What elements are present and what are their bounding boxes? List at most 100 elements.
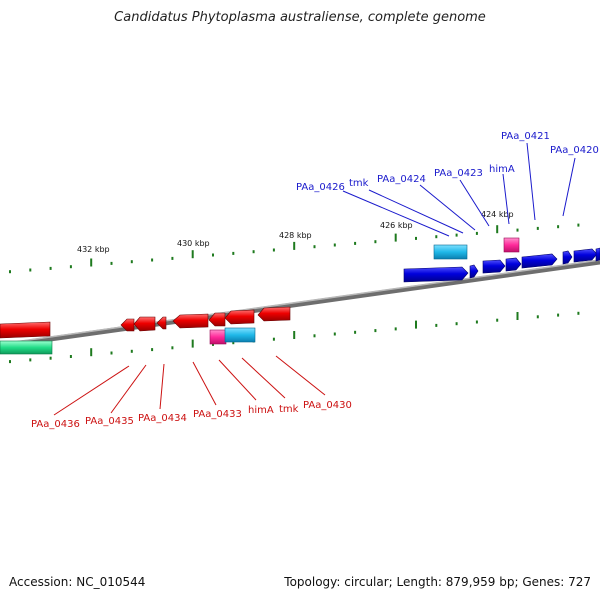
forward-gene-4[interactable] — [505, 257, 522, 272]
minor-tick — [415, 236, 417, 240]
minor-tick — [333, 243, 336, 247]
minor-tick — [313, 334, 316, 338]
gene-label-paa-0423[interactable]: PAa_0423 — [434, 168, 483, 179]
leader-line — [368, 189, 464, 234]
minor-tick — [232, 251, 235, 255]
gene-label-paa-0435[interactable]: PAa_0435 — [85, 416, 134, 427]
forward-strand-genes — [403, 247, 600, 283]
reverse-gene-7[interactable] — [224, 309, 255, 325]
forward-gene-1[interactable] — [403, 266, 469, 283]
minor-tick — [557, 225, 560, 229]
gene-label-paa-0434[interactable]: PAa_0434 — [138, 413, 187, 424]
reverse-gene-5[interactable] — [172, 313, 209, 329]
gene-label-paa-0424[interactable]: PAa_0424 — [377, 174, 426, 185]
minor-tick — [110, 261, 113, 265]
scale-label-426-kbp: 426 kbp — [380, 221, 413, 230]
minor-tick — [49, 266, 52, 270]
major-tick — [90, 258, 93, 267]
gene-label-paa-0433[interactable]: PAa_0433 — [193, 409, 242, 420]
leader-line — [218, 359, 257, 401]
reverse-cyan-feature[interactable] — [224, 327, 256, 343]
minor-tick — [232, 341, 235, 345]
major-tick — [496, 225, 499, 234]
reverse-gene-2[interactable] — [120, 318, 135, 332]
major-tick — [394, 233, 397, 242]
leader-line — [241, 357, 286, 399]
minor-tick — [49, 356, 52, 360]
minor-tick — [333, 332, 336, 336]
forward-gene-5[interactable] — [521, 253, 558, 269]
minor-tick — [130, 349, 133, 353]
gene-label-paa-0421[interactable]: PAa_0421 — [501, 131, 550, 142]
gene-label-paa-0430[interactable]: PAa_0430 — [303, 400, 352, 411]
minor-tick — [151, 258, 154, 262]
minor-tick — [171, 256, 174, 260]
leader-line — [342, 190, 450, 237]
forward-cyan-feature[interactable] — [433, 244, 468, 260]
minor-tick — [374, 329, 377, 333]
minor-tick — [9, 270, 11, 274]
forward-gene-6[interactable] — [562, 250, 573, 265]
genome-stats-text: Topology: circular; Length: 879,959 bp; … — [284, 575, 591, 589]
minor-tick — [577, 311, 580, 315]
leader-line — [159, 363, 165, 410]
minor-tick — [475, 231, 478, 235]
minor-tick — [171, 346, 174, 350]
scale-label-424-kbp: 424 kbp — [481, 210, 514, 219]
minor-tick — [252, 250, 255, 254]
leader-line — [53, 365, 130, 416]
reverse-green-feature[interactable] — [0, 340, 53, 355]
forward-gene-8[interactable] — [595, 247, 600, 262]
forward-magenta-feature[interactable] — [503, 237, 520, 253]
reverse-gene-1[interactable] — [0, 321, 51, 339]
gene-label-hima-reverse[interactable]: himA — [248, 405, 274, 416]
minor-tick — [110, 351, 113, 355]
leader-line — [275, 355, 326, 396]
reverse-strand-genes — [0, 306, 291, 339]
scale-label-430-kbp: 430 kbp — [177, 239, 210, 248]
leader-line — [459, 179, 490, 227]
major-tick — [293, 331, 296, 339]
minor-tick — [516, 228, 519, 232]
reverse-magenta-feature[interactable] — [209, 329, 227, 345]
minor-tick — [69, 265, 72, 269]
minor-tick — [313, 245, 316, 249]
minor-tick — [29, 358, 32, 362]
minor-tick — [455, 233, 458, 237]
gene-label-paa-0426[interactable]: PAa_0426 — [296, 182, 345, 193]
minor-tick — [475, 320, 478, 324]
minor-tick — [455, 322, 458, 326]
major-tick — [415, 320, 417, 329]
major-tick — [293, 241, 296, 250]
minor-tick — [9, 360, 11, 364]
gene-label-hima[interactable]: himA — [489, 164, 515, 175]
minor-tick — [557, 313, 560, 317]
minor-tick — [354, 241, 357, 245]
minor-tick — [151, 348, 154, 352]
gene-label-paa-0436[interactable]: PAa_0436 — [31, 419, 80, 430]
forward-gene-2[interactable] — [469, 264, 479, 279]
inner-scale-ticks — [9, 311, 580, 364]
leader-line — [419, 184, 476, 231]
outer-scale-ticks — [9, 223, 580, 274]
reverse-gene-6[interactable] — [208, 312, 226, 327]
forward-gene-labels: PAa_0426 tmk PAa_0424 PAa_0423 himA PAa_… — [296, 131, 599, 237]
minor-tick — [577, 223, 580, 227]
minor-tick — [212, 253, 214, 257]
minor-tick — [130, 260, 133, 264]
forward-gene-3[interactable] — [482, 259, 506, 274]
minor-tick — [69, 355, 72, 358]
scale-label-432-kbp: 432 kbp — [77, 245, 110, 254]
reverse-gene-3[interactable] — [133, 316, 156, 332]
gene-label-paa-0420[interactable]: PAa_0420 — [550, 145, 599, 156]
gene-label-tmk-reverse[interactable]: tmk — [279, 404, 299, 415]
gene-label-tmk[interactable]: tmk — [349, 178, 369, 189]
reverse-gene-8[interactable] — [257, 306, 291, 322]
minor-tick — [272, 337, 275, 341]
reverse-gene-4[interactable] — [156, 316, 167, 330]
genome-backbone-highlight — [0, 259, 600, 345]
forward-gene-7[interactable] — [573, 248, 598, 263]
minor-tick — [536, 226, 539, 230]
scale-label-428-kbp: 428 kbp — [279, 231, 312, 240]
